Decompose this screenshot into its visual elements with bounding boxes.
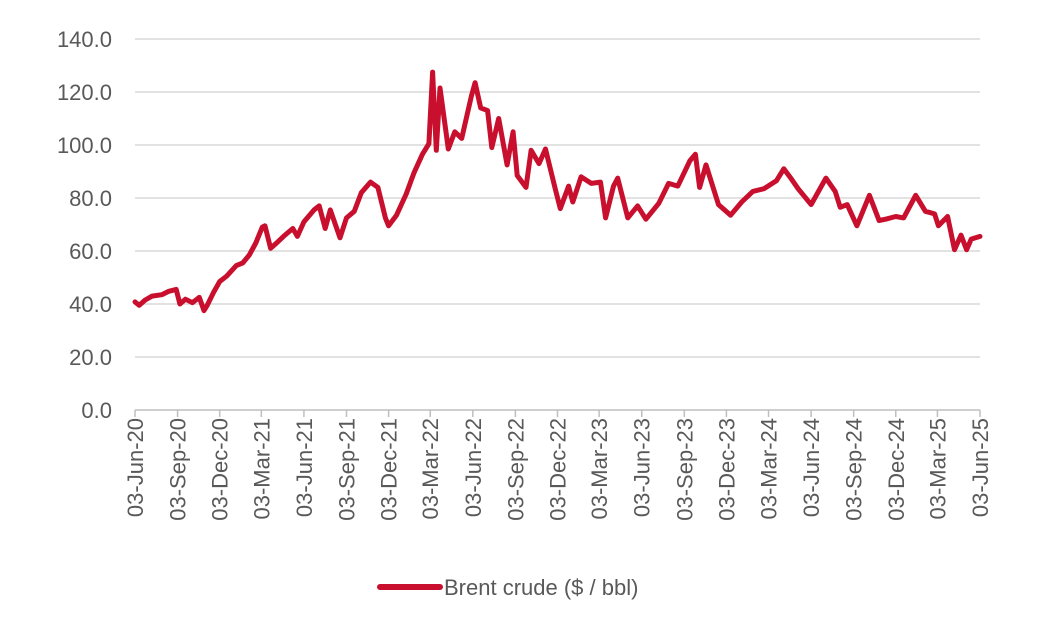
y-tick-label: 120.0 xyxy=(57,80,112,105)
y-tick-label: 100.0 xyxy=(57,133,112,158)
x-tick-label: 03-Mar-22 xyxy=(418,418,443,519)
x-tick-label: 03-Jun-24 xyxy=(799,418,824,517)
x-tick-label: 03-Mar-25 xyxy=(925,418,950,519)
series-layer xyxy=(132,69,983,314)
y-tick-label: 0.0 xyxy=(81,398,112,423)
y-tick-label: 140.0 xyxy=(57,27,112,52)
x-tick-label: 03-Mar-21 xyxy=(249,418,274,519)
x-tick-label: 03-Dec-23 xyxy=(714,418,739,521)
y-tick-label: 60.0 xyxy=(69,239,112,264)
y-tick-label: 80.0 xyxy=(69,186,112,211)
y-tick-label: 20.0 xyxy=(69,345,112,370)
x-tick-label: 03-Dec-24 xyxy=(884,418,909,521)
x-tick-label: 03-Jun-23 xyxy=(630,418,655,517)
x-tick-label: 03-Sep-23 xyxy=(672,418,697,521)
y-axis-ticks: 0.0 20.0 40.0 60.0 80.0 100.0 120.0 140.0 xyxy=(57,27,112,423)
x-tick-label: 03-Jun-22 xyxy=(461,418,486,517)
x-axis-ticks: 03-Jun-20 03-Sep-20 03-Dec-20 03-Mar-21 03-J… xyxy=(123,410,993,521)
x-tick-label: 03-Sep-22 xyxy=(503,418,528,521)
x-tick-label: 03-Dec-22 xyxy=(546,418,571,521)
x-tick-label: 03-Sep-24 xyxy=(842,418,867,521)
x-tick-label: 03-Sep-20 xyxy=(166,418,191,521)
x-tick-label: 03-Jun-25 xyxy=(968,418,993,517)
x-tick-label: 03-Mar-23 xyxy=(587,418,612,519)
x-tick-label: 03-Dec-21 xyxy=(377,418,402,521)
gridlines xyxy=(135,38,980,358)
x-tick-label: 03-Mar-24 xyxy=(757,418,782,519)
x-tick-label: 03-Jun-21 xyxy=(292,418,317,517)
x-tick-label: 03-Jun-20 xyxy=(123,418,148,517)
y-tick-label: 40.0 xyxy=(69,292,112,317)
series-line-brent xyxy=(132,69,983,314)
x-tick-label: 03-Dec-20 xyxy=(208,418,233,521)
legend: Brent crude ($ / bbl) xyxy=(377,575,638,600)
x-tick-label: 03-Sep-21 xyxy=(334,418,359,521)
legend-label-brent: Brent crude ($ / bbl) xyxy=(444,575,638,600)
